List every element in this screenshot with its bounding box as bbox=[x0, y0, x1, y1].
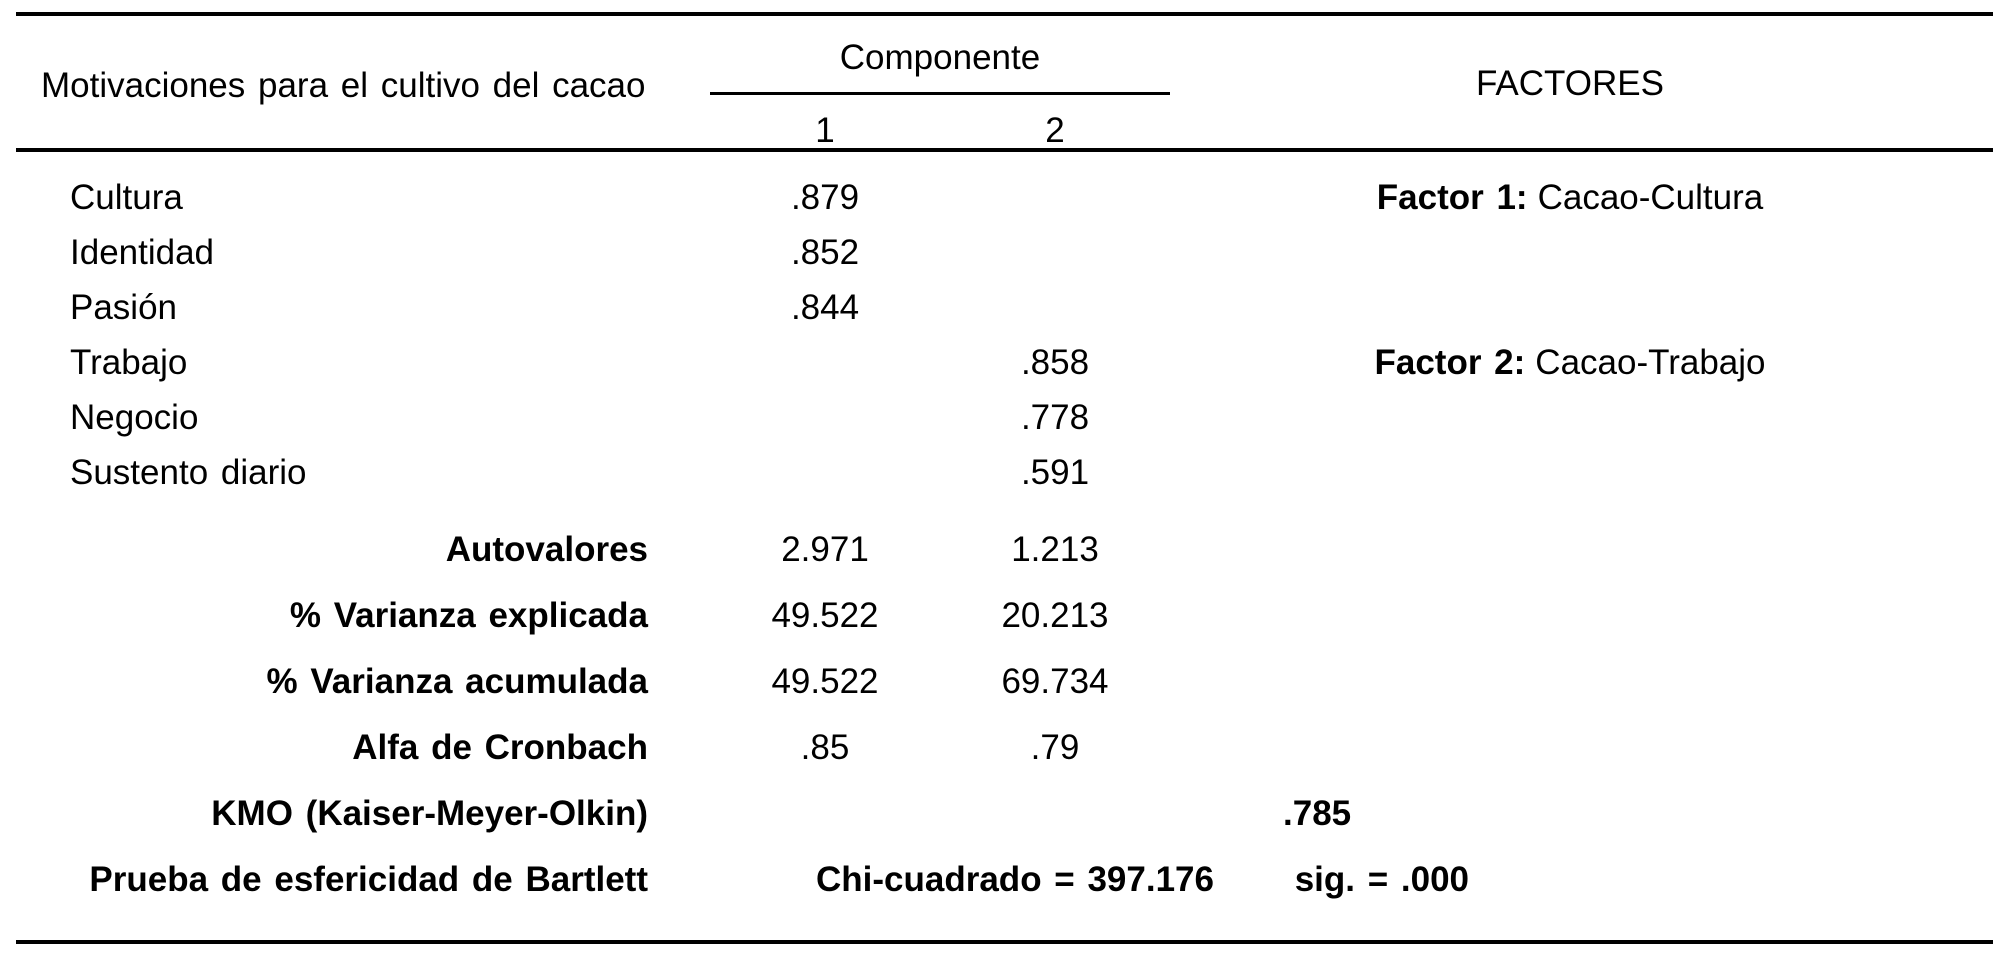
table-row-trabajo: Trabajo .858 Factor 2: Cacao-Trabajo bbox=[0, 335, 2009, 390]
factor-name: Cacao-Cultura bbox=[1537, 177, 1764, 217]
top-rule bbox=[16, 12, 1993, 16]
factor-cell: Factor 1: Cacao-Cultura bbox=[1170, 178, 2009, 218]
statistic-value-1: 49.522 bbox=[771, 596, 879, 635]
statistic-value-1: 2.971 bbox=[781, 530, 869, 569]
factor-name: Cacao-Trabajo bbox=[1535, 342, 1766, 382]
factor-cell: Factor 2: Cacao-Trabajo bbox=[1170, 343, 2009, 383]
variable-rows: Cultura .879 Factor 1: Cacao-Cultura Iden… bbox=[0, 152, 2009, 500]
header-rule bbox=[16, 148, 1993, 152]
table-row-pasion: Pasión .844 bbox=[0, 280, 2009, 335]
factor-cell bbox=[1170, 453, 2009, 493]
component-2-loading: .778 bbox=[1020, 397, 1090, 437]
statistic-value-2: 20.213 bbox=[1001, 596, 1109, 635]
table-row-bartlett: Prueba de esfericidad de Bartlett Chi-cu… bbox=[0, 847, 2009, 913]
row-dimension-label: Motivaciones para el cultivo del cacao bbox=[41, 66, 646, 105]
component-1-loading: .844 bbox=[790, 287, 860, 327]
chi-square-value: Chi-cuadrado = 397.176 bbox=[816, 860, 1214, 899]
statistic-value-2: .79 bbox=[1030, 728, 1080, 767]
factor-title: Factor 1: bbox=[1376, 177, 1528, 217]
factor-title: Factor 2: bbox=[1374, 342, 1526, 382]
variable-label: Cultura bbox=[70, 177, 183, 217]
component-2-header: 2 bbox=[1045, 111, 1065, 150]
table-header: Motivaciones para el cultivo del cacao C… bbox=[0, 16, 2009, 150]
kmo-value-cell: .785 bbox=[710, 794, 2009, 834]
table-row-alfa-cronbach: Alfa de Cronbach .85 .79 bbox=[0, 715, 2009, 781]
table-row-autovalores: Autovalores 2.971 1.213 bbox=[0, 517, 2009, 583]
bartlett-values-cell: Chi-cuadrado = 397.176 sig. = .000 bbox=[710, 860, 2009, 900]
variable-label: Negocio bbox=[70, 397, 199, 437]
table-row-varianza-acumulada: % Varianza acumulada 49.522 69.734 bbox=[0, 649, 2009, 715]
table-row-varianza-explicada: % Varianza explicada 49.522 20.213 bbox=[0, 583, 2009, 649]
table-row-kmo: KMO (Kaiser-Meyer-Olkin) .785 bbox=[0, 781, 2009, 847]
statistic-value-1: .85 bbox=[800, 728, 850, 767]
variable-label: Identidad bbox=[70, 232, 215, 272]
statistic-label: Prueba de esfericidad de Bartlett bbox=[89, 860, 648, 899]
kmo-value: .785 bbox=[1283, 794, 1352, 833]
statistics-rows: Autovalores 2.971 1.213 % Varianza expli… bbox=[0, 500, 2009, 913]
component-group-underline bbox=[710, 92, 1170, 95]
component-group-header: Componente bbox=[839, 38, 1041, 77]
table-row-cultura: Cultura .879 Factor 1: Cacao-Cultura bbox=[0, 170, 2009, 225]
factor-cell bbox=[1170, 233, 2009, 273]
component-2-loading: .858 bbox=[1020, 342, 1090, 382]
statistic-value-2: 69.734 bbox=[1001, 662, 1109, 701]
statistic-value-1: 49.522 bbox=[771, 662, 879, 701]
statistic-label: % Varianza acumulada bbox=[266, 662, 648, 701]
statistic-label: Autovalores bbox=[445, 530, 648, 569]
factor-cell bbox=[1170, 398, 2009, 438]
variable-label: Trabajo bbox=[70, 342, 188, 382]
statistic-label: Alfa de Cronbach bbox=[352, 728, 648, 767]
component-1-header: 1 bbox=[815, 111, 835, 150]
component-1-loading: .879 bbox=[790, 177, 860, 217]
table-row-negocio: Negocio .778 bbox=[0, 390, 2009, 445]
component-2-loading: .591 bbox=[1020, 452, 1090, 492]
statistic-label: % Varianza explicada bbox=[289, 596, 648, 635]
table-row-sustento-diario: Sustento diario .591 bbox=[0, 445, 2009, 500]
factors-header: FACTORES bbox=[1475, 64, 1664, 103]
component-1-loading: .852 bbox=[790, 232, 860, 272]
factor-cell bbox=[1170, 288, 2009, 328]
variable-label: Pasión bbox=[70, 287, 178, 327]
bottom-rule bbox=[16, 940, 1993, 944]
table-row-identidad: Identidad .852 bbox=[0, 225, 2009, 280]
significance-value: sig. = .000 bbox=[1294, 860, 1470, 899]
statistic-label: KMO (Kaiser-Meyer-Olkin) bbox=[211, 794, 648, 833]
statistic-value-2: 1.213 bbox=[1011, 530, 1099, 569]
variable-label: Sustento diario bbox=[70, 452, 307, 492]
